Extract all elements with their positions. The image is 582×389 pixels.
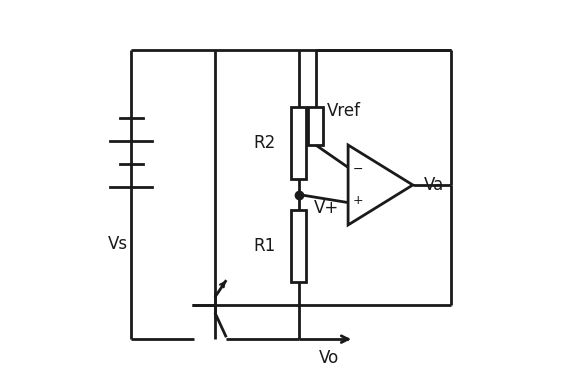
Text: V+: V+ bbox=[314, 199, 339, 217]
Text: −: − bbox=[352, 163, 363, 176]
Text: Vs: Vs bbox=[108, 235, 128, 253]
Bar bbox=[291, 107, 306, 179]
Text: +: + bbox=[352, 194, 363, 207]
Bar bbox=[291, 210, 306, 282]
Text: R2: R2 bbox=[253, 134, 275, 152]
Text: Va: Va bbox=[424, 176, 445, 194]
Text: Vo: Vo bbox=[319, 349, 339, 367]
Bar bbox=[308, 107, 324, 145]
Text: Vref: Vref bbox=[327, 102, 361, 120]
Text: R1: R1 bbox=[253, 237, 275, 255]
